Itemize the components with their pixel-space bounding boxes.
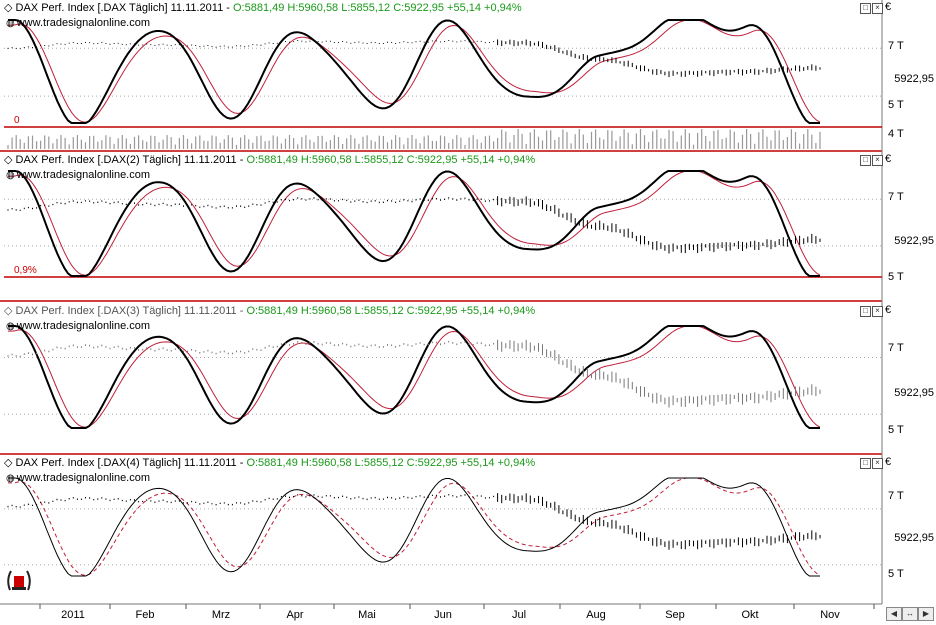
panel-3-close-button[interactable]: × [872, 306, 883, 317]
x-label-okt: Okt [741, 609, 759, 621]
panel-2-zero-label: 0,9% [14, 265, 37, 276]
panel-1-close-button[interactable]: × [872, 3, 883, 14]
scroll-left-button[interactable]: ◀ [886, 607, 902, 621]
panel-1-title-icon: ◇ [4, 2, 16, 14]
panel-3-ytick-5t: 5 T [888, 424, 904, 436]
panel-4-title-icon: ◇ [4, 457, 16, 469]
panel-2-ohlc: O:5881,49 H:5960,58 L:5855,12 C:5922,95 … [246, 154, 536, 166]
scroll-right-button[interactable]: ▶ [918, 607, 934, 621]
x-label-nov: Nov [820, 609, 840, 621]
panel-4-oscillator-line [8, 477, 820, 577]
panel-1-watermark: ◍ www.tradesignalonline.com [6, 17, 151, 29]
panel-4-ytick-5t: 5 T [888, 568, 904, 580]
panel-2-oscillator-line [8, 170, 820, 277]
panel-2-title-icon: ◇ [4, 154, 16, 166]
panel-1-ytick-5t: 5 T [888, 99, 904, 111]
panel-2-maximize-button[interactable]: □ [860, 155, 871, 166]
x-label-aug: Aug [586, 609, 606, 621]
x-label-mai: Mai [358, 609, 376, 621]
globe-icon: ◍ [6, 170, 15, 181]
panel-4-ytick-7t: 7 T [888, 490, 904, 502]
panel-1-ytick-4t: 4 T [888, 128, 904, 140]
panel-3-title-icon: ◇ [4, 305, 16, 317]
panel-4-signal-line [8, 477, 821, 576]
panel-3-title: ◇ DAX Perf. Index [.DAX(3) Täglich] 11.1… [4, 305, 536, 317]
panel-3-watermark: ◍ www.tradesignalonline.com [6, 320, 151, 332]
tradesignal-logo [7, 570, 31, 591]
panel-4-title: ◇ DAX Perf. Index [.DAX(4) Täglich] 11.1… [4, 457, 536, 469]
panel-2-ytick-7t: 7 T [888, 191, 904, 203]
panel-1-currency: € [885, 1, 892, 13]
panel-1-oscillator-line [8, 19, 820, 124]
panel-3-maximize-button[interactable]: □ [860, 306, 871, 317]
x-label-feb: Feb [135, 609, 155, 621]
panel-4-ohlc: O:5881,49 H:5960,58 L:5855,12 C:5922,95 … [246, 457, 536, 469]
panel-1-ytick-7t: 7 T [888, 40, 904, 52]
x-label-jun: Jun [434, 609, 452, 621]
panel-2-currency: € [885, 153, 892, 165]
panel-2-last-value: 5922,95 [884, 234, 934, 248]
panel-1-last-value: 5922,95 [884, 72, 934, 86]
globe-icon: ◍ [6, 473, 15, 484]
globe-icon: ◍ [6, 18, 15, 29]
panel-2-close-button[interactable]: × [872, 155, 883, 166]
panel-1-maximize-button[interactable]: □ [860, 3, 871, 14]
x-label-sep: Sep [665, 609, 685, 621]
panel-4-last-value: 5922,95 [884, 531, 934, 545]
x-label-mrz: Mrz [211, 609, 231, 621]
panel-4-watermark: ◍ www.tradesignalonline.com [6, 472, 151, 484]
panel-1-zero-label: 0 [14, 115, 20, 126]
panel-4-currency: € [885, 456, 892, 468]
panel-2-ytick-5t: 5 T [888, 271, 904, 283]
panel-3-ohlc: O:5881,49 H:5960,58 L:5855,12 C:5922,95 … [246, 305, 536, 317]
panel-2-title: ◇ DAX Perf. Index [.DAX(2) Täglich] 11.1… [4, 154, 536, 166]
panel-3-ytick-7t: 7 T [888, 342, 904, 354]
globe-icon: ◍ [6, 321, 15, 332]
panel-4-close-button[interactable]: × [872, 458, 883, 469]
panel-1-title: ◇ DAX Perf. Index [.DAX Täglich] 11.11.2… [4, 2, 522, 15]
panel-2-watermark: ◍ www.tradesignalonline.com [6, 169, 151, 181]
panel-4-maximize-button[interactable]: □ [860, 458, 871, 469]
panel-3-oscillator-line [8, 325, 820, 429]
x-label-jul: Jul [511, 609, 527, 621]
panel-3-last-value: 5922,95 [884, 386, 934, 400]
panel-1-title-text: DAX Perf. Index [.DAX Täglich] 11.11.201… [15, 2, 233, 14]
panel-1-ohlc: O:5881,49 H:5960,58 L:5855,12 C:5922,95 … [232, 2, 522, 14]
panel-3-currency: € [885, 304, 892, 316]
zoom-button[interactable]: ↔ [902, 607, 918, 621]
x-label-2011: 2011 [61, 609, 85, 621]
x-label-apr: Apr [286, 609, 304, 621]
